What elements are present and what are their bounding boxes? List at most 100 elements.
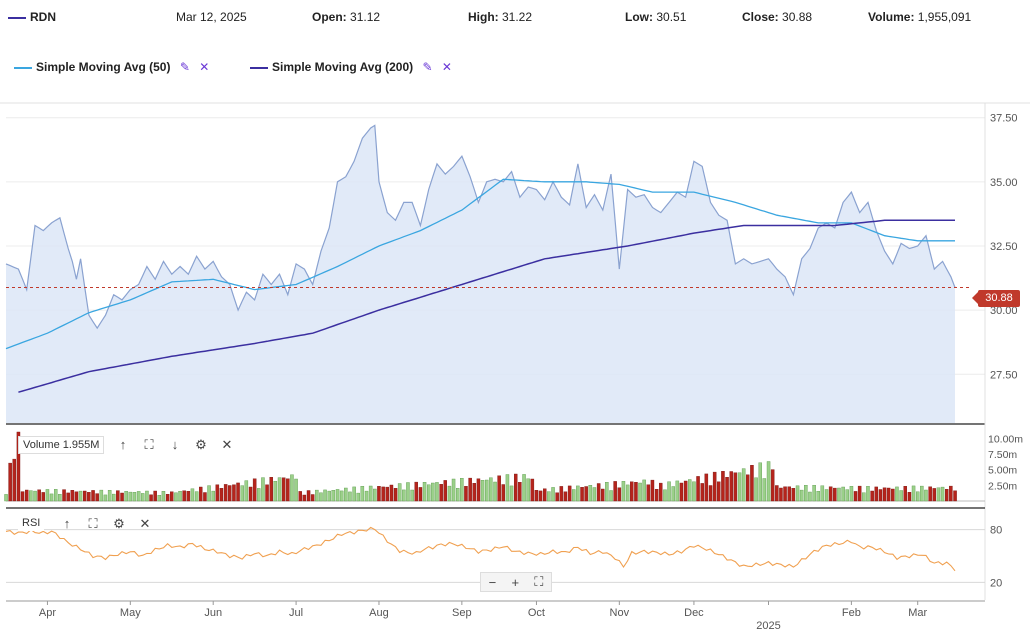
x-tick-label: Jun — [204, 607, 222, 619]
volume-bar — [646, 484, 651, 502]
volume-bar — [833, 487, 837, 502]
close-icon[interactable]: ✕ — [441, 60, 452, 74]
close-icon[interactable]: ✕ — [221, 437, 233, 452]
volume-tick-label: 5.00m — [988, 465, 1017, 477]
edit-pencil-icon[interactable]: ✎ — [422, 60, 433, 74]
symbol[interactable]: RDN — [8, 10, 56, 24]
volume-bar — [654, 489, 659, 502]
volume-bar — [683, 480, 688, 502]
edit-pencil-icon[interactable]: ✎ — [179, 60, 190, 74]
volume-bar — [675, 480, 680, 502]
volume-bar — [480, 480, 485, 502]
volume-bar — [509, 485, 514, 502]
volume-bar — [265, 484, 269, 502]
volume-bar — [323, 489, 327, 502]
volume-bar — [227, 485, 232, 502]
volume-bar — [103, 494, 108, 502]
volume-bar — [95, 493, 99, 502]
volume-bar — [261, 477, 265, 502]
rsi-line — [5, 526, 956, 572]
zoom-out-button[interactable]: − — [488, 574, 497, 590]
volume-bar — [385, 486, 389, 502]
volume-bar — [841, 486, 845, 502]
x-tick-label: Nov — [610, 607, 630, 619]
volume-bar — [339, 490, 344, 502]
maximize-icon[interactable]: ⛶ — [144, 437, 154, 452]
zoom-in-button[interactable]: + — [511, 574, 520, 590]
volume-bar — [360, 486, 365, 502]
volume-bar — [601, 488, 605, 502]
volume-bar — [99, 489, 104, 502]
volume-bar — [820, 485, 825, 502]
move-up-icon[interactable]: ↑ — [119, 437, 127, 452]
volume-bar — [596, 483, 601, 502]
volume-bar — [878, 489, 883, 502]
x-tick-label: Dec — [684, 607, 704, 619]
volume-bar — [8, 462, 12, 502]
volume-bar — [928, 486, 932, 502]
volume-bar — [29, 490, 33, 502]
volume-bar — [547, 491, 551, 502]
close-icon[interactable]: ✕ — [199, 60, 210, 74]
volume-bar — [862, 492, 866, 502]
move-down-icon[interactable]: ↓ — [171, 437, 179, 452]
volume-bar — [397, 483, 402, 502]
volume-bar — [211, 490, 215, 502]
volume-bar — [356, 492, 360, 502]
volume-bar — [762, 478, 767, 502]
volume-bar — [518, 482, 522, 502]
volume-bar — [945, 489, 949, 502]
volume-bar — [845, 489, 849, 502]
gear-icon[interactable]: ⚙ — [113, 516, 125, 531]
volume-bar — [335, 489, 340, 502]
volume-bar — [489, 477, 493, 502]
volume-bar — [903, 486, 907, 502]
gear-icon[interactable]: ⚙ — [195, 437, 207, 452]
volume-bar — [526, 478, 530, 502]
volume-bar — [33, 490, 37, 502]
x-year-label: 2025 — [756, 620, 780, 632]
volume-bar — [775, 485, 779, 502]
volume-bar — [190, 488, 195, 502]
close-icon[interactable]: ✕ — [139, 516, 151, 531]
volume-bar — [671, 486, 675, 502]
badge-pointer — [972, 292, 978, 304]
volume-bar — [327, 490, 331, 502]
volume-bar — [634, 482, 638, 502]
volume-bar — [870, 490, 874, 502]
price-tick-label: 37.50 — [990, 113, 1018, 125]
volume-bar — [497, 475, 501, 502]
volume-bar — [410, 489, 414, 502]
volume-bar — [543, 488, 547, 502]
zoom-fit-button[interactable]: ⛶ — [534, 574, 544, 589]
volume-bar — [174, 492, 178, 502]
volume-bar — [381, 486, 385, 502]
volume-bar — [625, 484, 630, 502]
move-up-icon[interactable]: ↑ — [63, 516, 71, 531]
volume-bar — [485, 479, 489, 502]
legend-sma50: Simple Moving Avg (50) ✎ ✕ — [14, 60, 209, 74]
volume-bar — [37, 489, 41, 502]
volume-tick-label: 7.50m — [988, 449, 1017, 461]
volume-bar — [219, 488, 224, 502]
volume-bar — [737, 472, 742, 502]
volume-bar — [153, 490, 157, 502]
price-tick-label: 32.50 — [990, 241, 1018, 253]
price-line — [5, 124, 956, 330]
volume-bar — [916, 491, 920, 502]
volume-bar — [58, 494, 62, 502]
volume-bar — [837, 487, 841, 502]
sma50-line — [5, 178, 955, 350]
volume-bar — [252, 478, 257, 502]
volume-bar — [232, 484, 236, 502]
volume-bar — [824, 489, 829, 502]
high-field: High: 31.22 — [468, 10, 533, 24]
volume-bar — [514, 473, 518, 502]
maximize-icon[interactable]: ⛶ — [88, 516, 98, 531]
volume-bar — [4, 494, 8, 502]
volume-bar — [605, 482, 609, 502]
rsi-tick-label: 80 — [990, 525, 1002, 537]
low-field: Low: 30.51 — [625, 10, 687, 24]
volume-bar — [62, 489, 66, 502]
